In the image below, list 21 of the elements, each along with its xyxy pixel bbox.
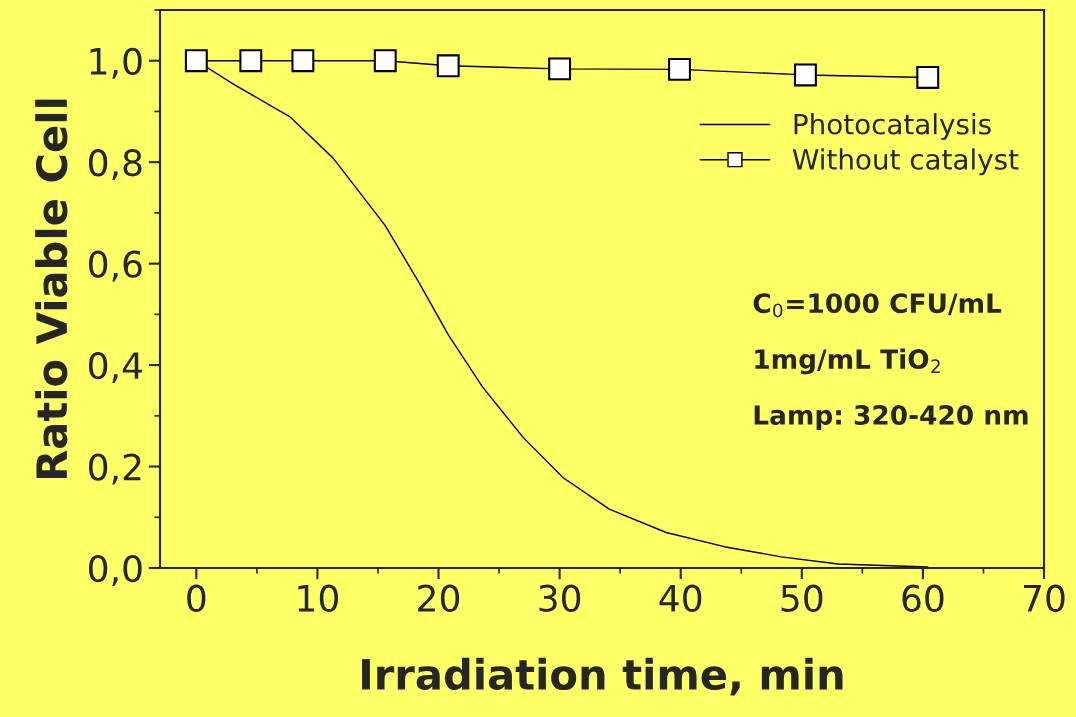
x-tick-label: 30 (539, 584, 581, 612)
annotation: C$_{0}$=1000 CFU/mL (753, 293, 1002, 318)
y-tick-label: 0,2 (88, 453, 141, 485)
x-tick-label: 70 (1023, 584, 1065, 612)
y-tick-label: 1,0 (90, 47, 142, 79)
x-tick-label: 10 (298, 584, 338, 612)
y-axis-title: Ratio Viable Cell (35, 99, 68, 479)
y-tick-label: 0,4 (88, 352, 142, 384)
x-axis-title: Irradiation time, min (362, 657, 843, 696)
y-tick-label: 0,6 (88, 250, 142, 282)
annotation: 1mg/mL TiO$_{2}$ (755, 348, 940, 375)
y-tick-label: 0,0 (88, 554, 142, 586)
y-tick-label: 0,8 (88, 149, 142, 181)
legend-label: Photocatalysis (794, 113, 991, 140)
x-tick-label: 0 (187, 584, 206, 612)
x-tick-label: 50 (781, 584, 823, 612)
x-tick-label: 60 (902, 584, 944, 612)
legend-label: Without catalyst (792, 148, 1019, 176)
x-tick-label: 40 (659, 584, 702, 612)
x-tick-label: 20 (418, 584, 460, 612)
annotation: Lamp: 320-420 nm (754, 405, 1028, 431)
